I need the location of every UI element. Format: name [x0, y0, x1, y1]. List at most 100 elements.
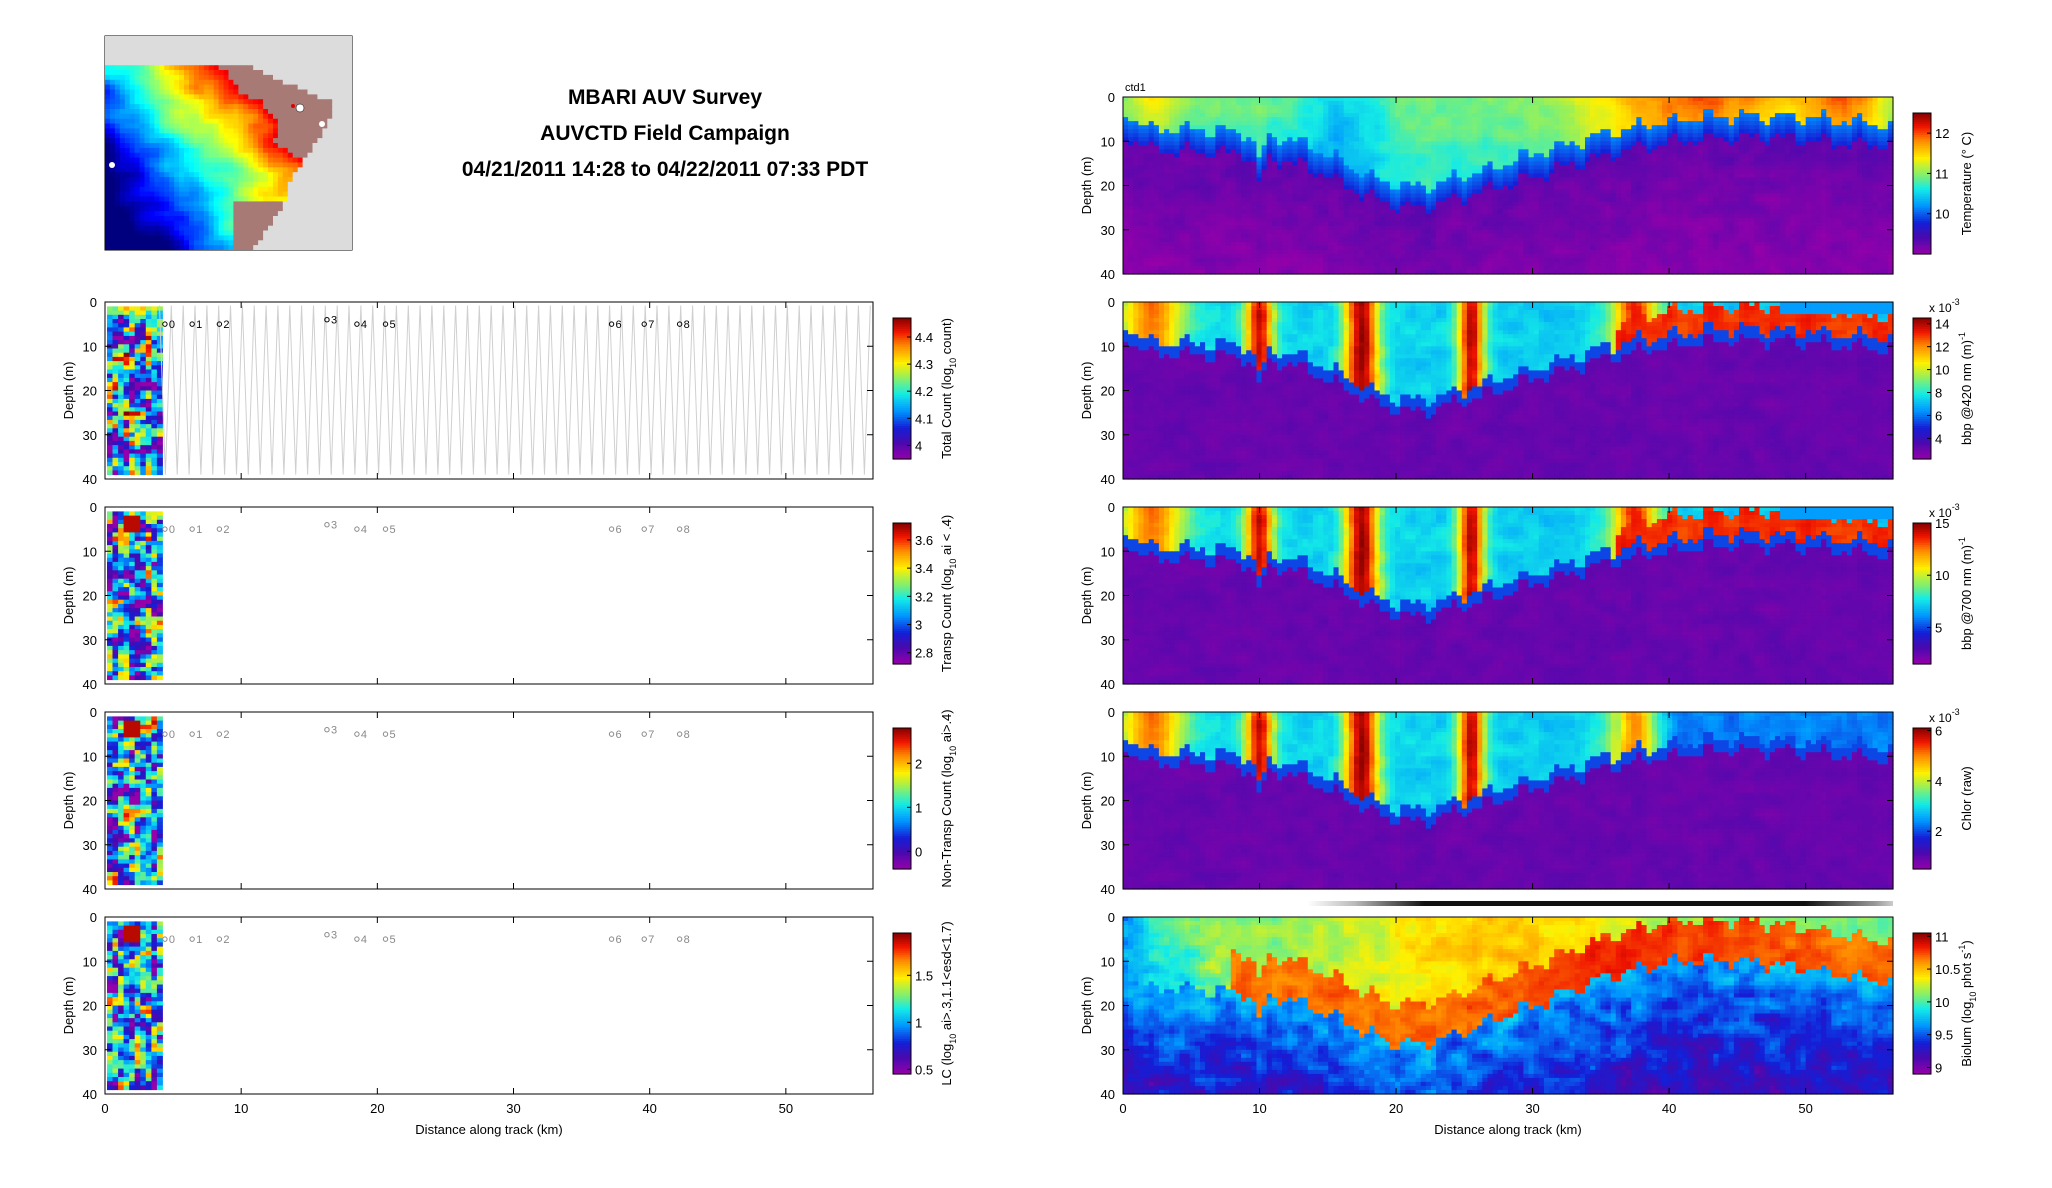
map-cell: [135, 163, 141, 169]
map-cell: [120, 158, 126, 164]
map-cell: [125, 216, 131, 222]
map-cell: [243, 172, 249, 178]
map-cell: [145, 163, 151, 169]
map-cell: [243, 133, 249, 139]
map-cell: [184, 46, 190, 52]
map-cell: [179, 158, 185, 164]
map-cell: [233, 240, 239, 246]
map-cell: [140, 109, 146, 115]
map-cell: [199, 138, 205, 144]
map-cell: [164, 124, 170, 130]
map-cell: [150, 192, 156, 198]
heatmap-cell: [151, 378, 157, 383]
map-cell: [347, 114, 353, 120]
map-cell: [159, 85, 165, 91]
map-cell: [327, 221, 333, 227]
map-cell: [194, 158, 200, 164]
map-cell: [125, 41, 131, 47]
map-cell: [278, 240, 284, 246]
map-cell: [174, 46, 180, 52]
map-cell: [332, 90, 338, 96]
heatmap-cell: [118, 441, 124, 446]
map-cell: [248, 85, 254, 91]
map-cell: [204, 143, 210, 149]
map-cell: [209, 177, 215, 183]
heatmap-cell: [135, 332, 141, 337]
map-cell: [288, 46, 294, 52]
map-cell: [253, 133, 259, 139]
map-cell: [140, 206, 146, 212]
map-cell: [164, 216, 170, 222]
map-cell: [258, 60, 264, 66]
map-cell: [219, 128, 225, 134]
map-cell: [313, 56, 319, 62]
map-cell: [159, 206, 165, 212]
map-cell: [145, 85, 151, 91]
map-cell: [224, 65, 230, 71]
map-cell: [342, 114, 348, 120]
map-cell: [229, 206, 235, 212]
map-cell: [140, 201, 146, 207]
map-cell: [327, 153, 333, 159]
map-cell: [209, 138, 215, 144]
map-cell: [293, 85, 299, 91]
map-cell: [159, 124, 165, 130]
map-cell: [110, 75, 116, 81]
map-cell: [327, 201, 333, 207]
map-cell: [120, 124, 126, 130]
heatmap-cell: [118, 412, 124, 417]
map-cell: [105, 240, 111, 246]
map-cell: [233, 114, 239, 120]
map-cell: [243, 109, 249, 115]
map-cell: [322, 235, 328, 241]
map-cell: [224, 231, 230, 237]
map-cell: [248, 133, 254, 139]
heatmap-cell: [135, 433, 141, 438]
map-cell: [125, 158, 131, 164]
map-cell: [110, 197, 116, 203]
map-cell: [204, 41, 210, 47]
map-cell: [154, 182, 160, 188]
heatmap-cell: [146, 391, 152, 396]
heatmap-cell: [118, 395, 124, 400]
map-cell: [105, 36, 111, 42]
map-cell: [268, 226, 274, 232]
map-cell: [219, 245, 225, 251]
map-cell: [159, 231, 165, 237]
map-cell: [342, 158, 348, 164]
map-cell: [263, 109, 269, 115]
map-cell: [347, 104, 353, 110]
map-cell: [194, 216, 200, 222]
map-cell: [159, 221, 165, 227]
map-cell: [258, 206, 264, 212]
heatmap-cell: [124, 395, 130, 400]
map-cell: [278, 187, 284, 193]
map-cell: [342, 197, 348, 203]
map-cell: [179, 240, 185, 246]
map-cell: [258, 153, 264, 159]
map-cell: [288, 75, 294, 81]
map-cell: [308, 197, 314, 203]
map-cell: [110, 56, 116, 62]
map-cell: [248, 143, 254, 149]
map-cell: [159, 182, 165, 188]
map-cell: [322, 56, 328, 62]
map-cell: [209, 201, 215, 207]
map-cell: [337, 182, 343, 188]
map-cell: [179, 172, 185, 178]
map-cell: [303, 114, 309, 120]
map-cell: [283, 235, 289, 241]
map-cell: [199, 51, 205, 57]
map-cell: [199, 192, 205, 198]
map-cell: [308, 124, 314, 130]
heatmap-cell: [129, 449, 135, 454]
map-cell: [327, 85, 333, 91]
map-cell: [174, 187, 180, 193]
map-cell: [145, 187, 151, 193]
map-cell: [317, 128, 323, 134]
map-cell: [303, 187, 309, 193]
map-cell: [308, 114, 314, 120]
map-cell: [194, 221, 200, 227]
heatmap-cell: [124, 424, 130, 429]
map-cell: [342, 143, 348, 149]
